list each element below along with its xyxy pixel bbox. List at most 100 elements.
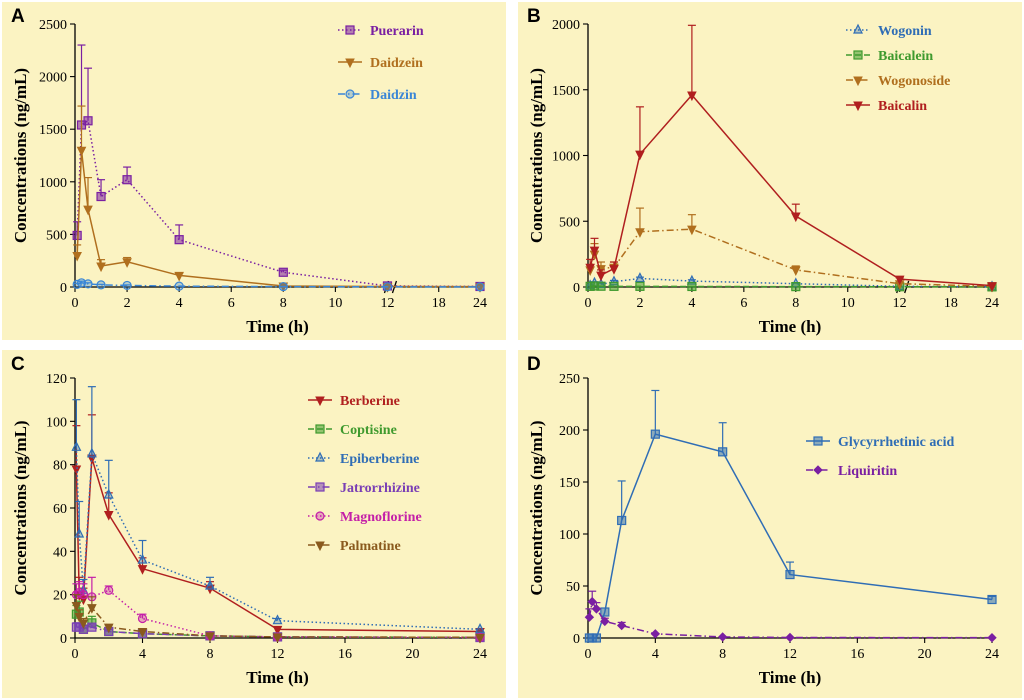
data-point — [587, 596, 597, 607]
panel-label: D — [527, 354, 541, 375]
legend-label: Jatrorrhizine — [340, 481, 420, 496]
data-point — [589, 246, 600, 257]
y-tick-label: 0 — [60, 281, 67, 296]
y-tick-label: 40 — [53, 545, 67, 560]
legend-label: Berberine — [340, 394, 400, 409]
x-tick-label: 20 — [406, 647, 420, 662]
series-line — [589, 277, 993, 288]
legend-item: Wogonin — [846, 23, 932, 39]
legend-label: Magnoflorine — [340, 510, 422, 525]
legend-item: Puerarin — [338, 24, 424, 39]
y-tick-label: 100 — [46, 415, 67, 430]
legend-marker — [853, 101, 863, 112]
y-tick-label: 1000 — [552, 150, 580, 165]
data-point — [96, 262, 106, 273]
data-point — [785, 632, 795, 643]
series-daidzin — [72, 278, 485, 292]
x-tick-label: 10 — [841, 296, 855, 311]
data-point — [103, 623, 114, 634]
data-point — [687, 225, 697, 236]
y-tick-label: 2500 — [39, 18, 67, 33]
x-tick-label: 6 — [740, 296, 747, 311]
x-axis-title: Time (h) — [246, 668, 309, 687]
y-tick-label: 1500 — [552, 84, 580, 99]
legend-item: Magnoflorine — [308, 510, 422, 525]
x-tick-label: 6 — [228, 296, 235, 311]
data-point — [785, 569, 795, 580]
data-point — [718, 447, 728, 457]
data-point — [74, 612, 85, 623]
x-tick-label: 8 — [792, 296, 799, 311]
y-axis-title: Concentrations (ng/mL) — [527, 420, 546, 595]
legend-item: Daidzin — [338, 88, 417, 103]
data-point — [790, 212, 801, 223]
legend-label: Wogonoside — [878, 74, 950, 89]
data-point — [86, 447, 97, 458]
data-point — [987, 632, 997, 643]
x-tick-label: 24 — [985, 296, 999, 311]
x-tick-label: 4 — [176, 296, 183, 311]
legend-marker — [853, 23, 863, 34]
data-point — [87, 622, 97, 632]
data-point — [83, 116, 93, 126]
data-point — [475, 283, 485, 293]
y-axis-title: Concentrations (ng/mL) — [11, 68, 30, 243]
series-baicalin — [585, 24, 997, 292]
data-point — [137, 565, 148, 575]
data-point — [650, 429, 660, 439]
data-point — [894, 275, 905, 286]
legend-label: Daidzin — [370, 88, 417, 103]
y-tick-label: 0 — [573, 281, 580, 296]
data-point — [272, 614, 283, 625]
y-tick-label: 80 — [53, 459, 67, 474]
x-tick-label: 24 — [473, 296, 487, 311]
x-tick-label: 8 — [719, 647, 726, 662]
legend-marker — [853, 50, 863, 60]
y-tick-label: 500 — [559, 215, 580, 230]
x-tick-label: 4 — [652, 647, 659, 662]
y-tick-label: 20 — [53, 589, 67, 604]
legend-marker — [345, 25, 355, 35]
x-tick-label: 0 — [585, 296, 592, 311]
data-point — [635, 281, 645, 291]
legend-marker — [315, 424, 325, 434]
legend-item: Epiberberine — [308, 451, 419, 467]
legend-label: Baicalin — [878, 99, 927, 114]
legend-marker — [813, 465, 823, 475]
x-tick-label: 12 — [893, 296, 907, 311]
x-tick-label: 24 — [985, 647, 999, 662]
legend-marker — [813, 436, 823, 446]
x-axis-title: Time (h) — [246, 317, 309, 336]
legend-label: Palmatine — [340, 539, 401, 554]
legend-item: Glycyrrhetinic acid — [806, 435, 954, 450]
data-point — [584, 612, 595, 622]
data-point — [137, 628, 148, 638]
y-tick-label: 60 — [53, 502, 67, 517]
legend-item: Liquiritin — [806, 464, 897, 479]
x-tick-label: 18 — [432, 296, 446, 311]
legend-label: Epiberberine — [340, 452, 419, 467]
data-point — [987, 282, 997, 292]
x-tick-label: 0 — [585, 647, 592, 662]
data-point — [987, 594, 997, 605]
legend-label: Liquiritin — [838, 464, 897, 479]
y-tick-label: 150 — [559, 476, 580, 491]
panel-label: C — [11, 354, 25, 375]
x-tick-label: 0 — [72, 647, 79, 662]
x-tick-label: 24 — [473, 647, 487, 662]
x-tick-label: 2 — [636, 296, 643, 311]
legend-marker — [315, 541, 325, 552]
data-point — [71, 465, 82, 476]
legend-item: Baicalin — [846, 99, 927, 114]
legend-label: Puerarin — [370, 24, 424, 39]
legend-marker — [345, 89, 355, 99]
x-tick-label: 4 — [688, 296, 695, 311]
panel-label: B — [527, 6, 541, 27]
data-point — [617, 515, 627, 526]
x-tick-label: 12 — [271, 647, 285, 662]
data-point — [585, 263, 595, 274]
y-tick-label: 100 — [559, 528, 580, 543]
legend-marker — [315, 482, 325, 492]
